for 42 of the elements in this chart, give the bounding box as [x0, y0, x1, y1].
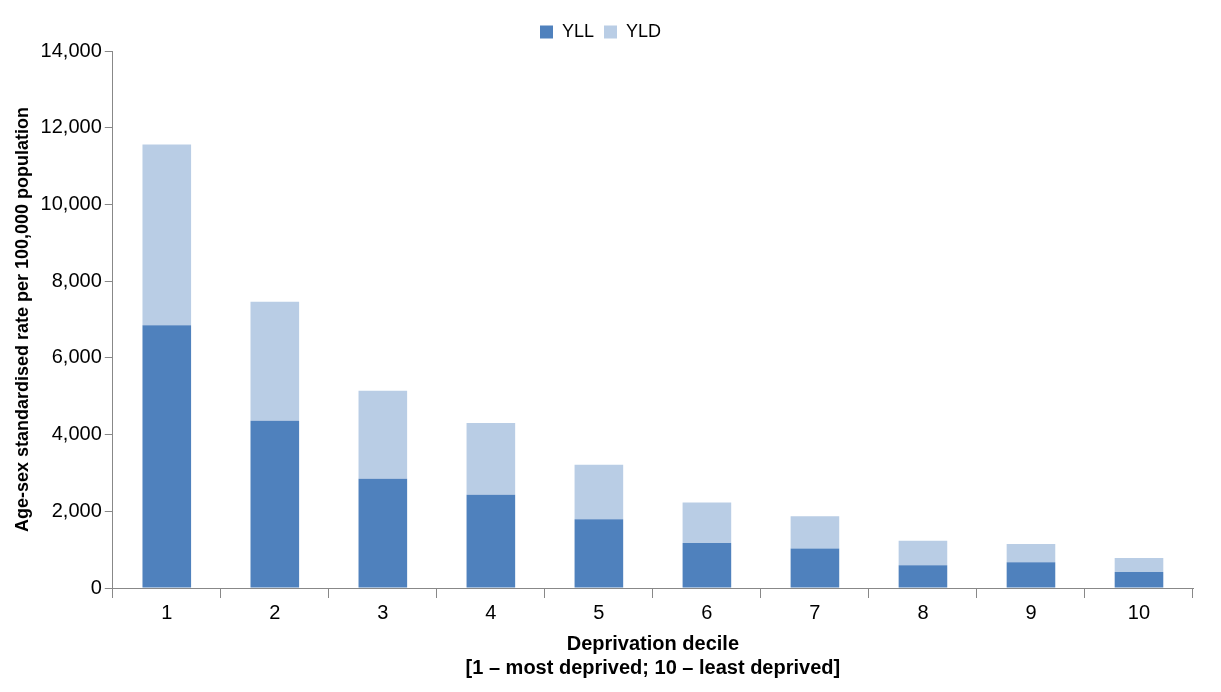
bar	[250, 301, 300, 421]
legend-label: YLD	[626, 20, 662, 41]
bar	[250, 420, 300, 588]
bar	[358, 390, 408, 479]
y-tick-label: 14,000	[40, 38, 102, 61]
bar	[790, 548, 840, 588]
y-tick-label: 0	[90, 575, 102, 598]
bar	[1114, 571, 1164, 588]
x-tick-label: 9	[1025, 600, 1037, 623]
bar	[682, 502, 732, 544]
y-tick-label: 8,000	[51, 268, 102, 291]
x-tick-label: 3	[377, 600, 389, 623]
y-tick-label: 12,000	[40, 115, 102, 138]
x-tick-label: 7	[809, 600, 821, 623]
x-tick-label: 1	[161, 600, 173, 623]
x-tick-label: 6	[701, 600, 713, 623]
bar	[466, 423, 516, 495]
bar	[466, 494, 516, 588]
x-tick-label: 2	[269, 600, 281, 623]
bar	[358, 478, 408, 588]
bar	[898, 565, 948, 588]
bar	[142, 144, 192, 326]
legend-label: YLL	[561, 20, 595, 41]
y-axis-title: Age-sex standardised rate per 100,000 population	[11, 106, 32, 533]
x-tick-label: 5	[593, 600, 605, 623]
bar	[682, 543, 732, 588]
x-tick-label: 4	[485, 600, 497, 623]
x-tick-label: 10	[1127, 600, 1151, 623]
y-tick-label: 10,000	[40, 191, 102, 214]
bar	[1114, 558, 1164, 572]
bar	[898, 540, 948, 566]
bar	[1006, 543, 1056, 563]
bar	[574, 519, 624, 588]
bar	[142, 325, 192, 588]
y-tick-label: 2,000	[51, 498, 102, 521]
bar	[1006, 562, 1056, 588]
x-tick-label: 8	[917, 600, 929, 623]
bar	[574, 464, 624, 520]
y-tick-label: 4,000	[51, 422, 102, 445]
x-axis-title: Deprivation decile [1 – most deprived; 10 – least deprived]	[465, 631, 841, 678]
bar	[790, 516, 840, 549]
y-tick-label: 6,000	[51, 345, 102, 368]
